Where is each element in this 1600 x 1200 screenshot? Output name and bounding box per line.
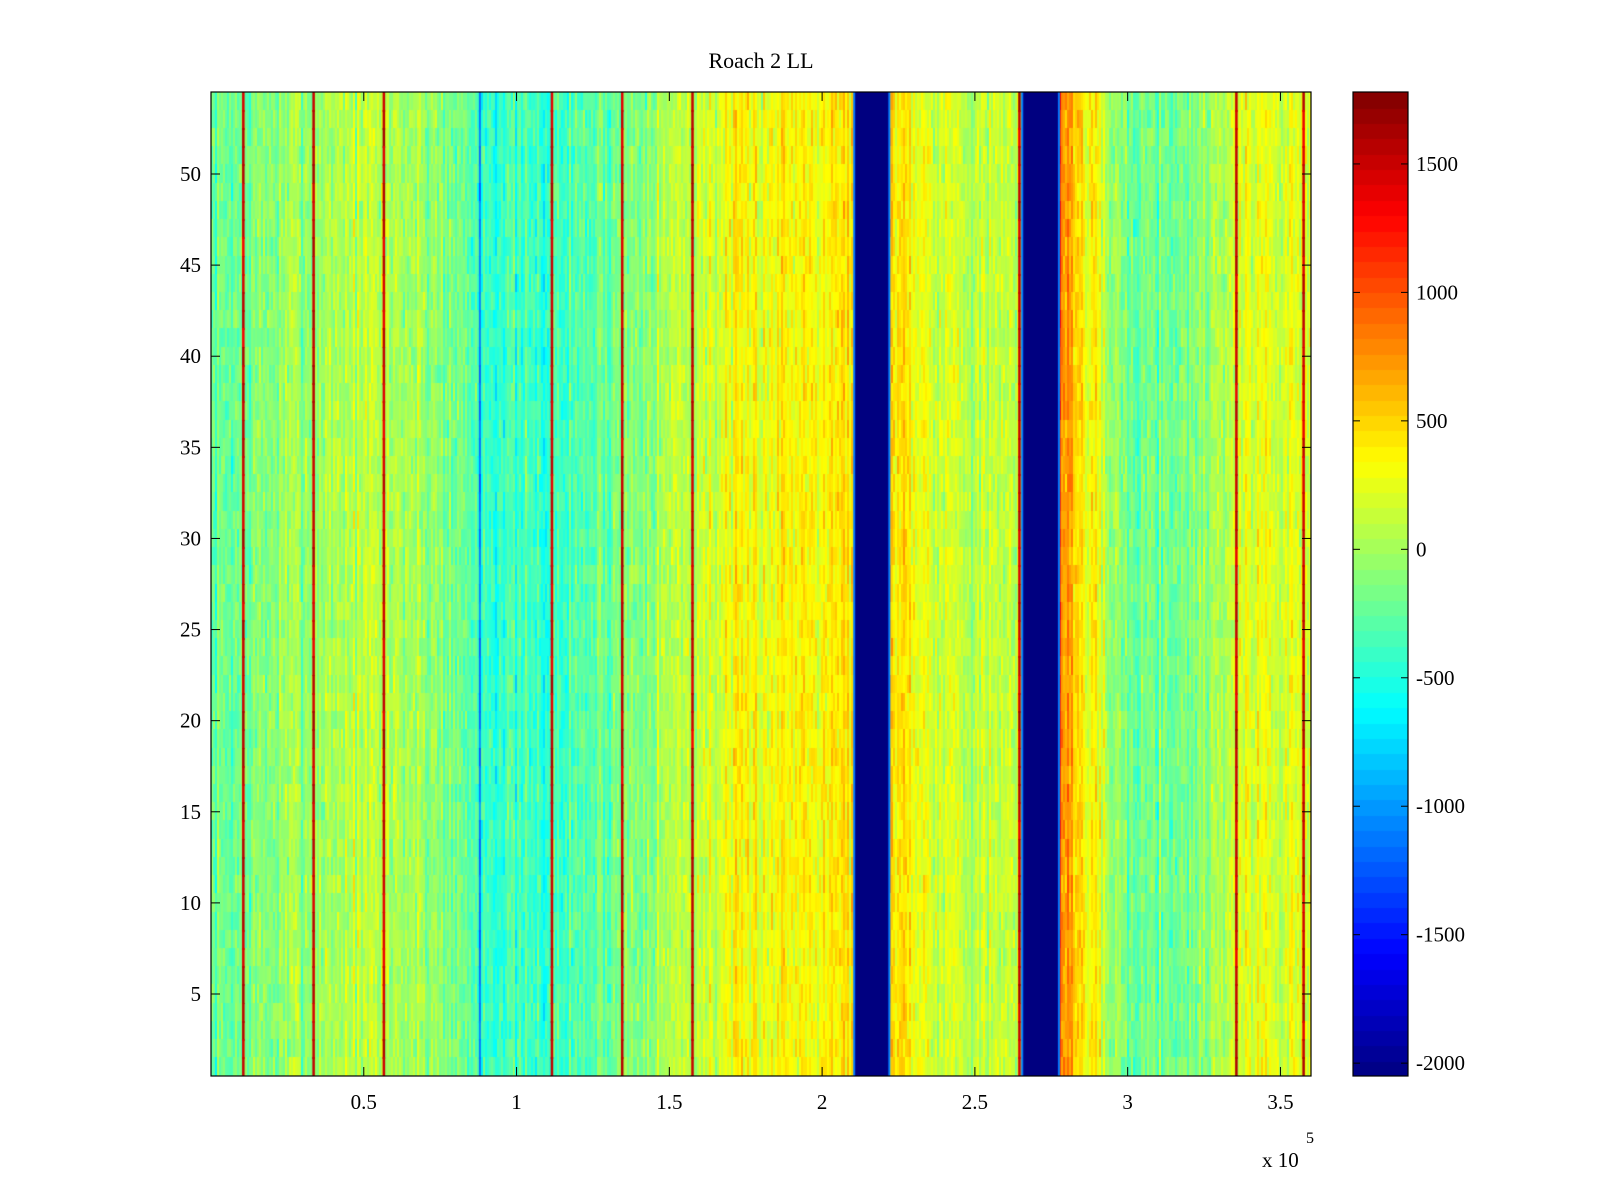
y-tick-label: 20 <box>180 709 201 733</box>
x-axis-multiplier-exponent: 5 <box>1306 1130 1314 1147</box>
y-tick-label: 30 <box>180 526 201 550</box>
x-tick-label: 0.5 <box>351 1090 377 1114</box>
y-tick-label: 10 <box>180 891 201 915</box>
y-tick-label: 25 <box>180 618 201 642</box>
x-tick-label: 3 <box>1122 1090 1133 1114</box>
x-axis-multiplier: x 10 <box>1262 1148 1299 1172</box>
heatmap-axes-frame <box>210 91 1312 1077</box>
y-tick-label: 50 <box>180 162 201 186</box>
colorbar-tick-label: 0 <box>1416 537 1427 561</box>
colorbar-gradient <box>1353 92 1408 1076</box>
colorbar-tick-label: -500 <box>1416 666 1455 690</box>
colorbar-tick-label: -2000 <box>1416 1051 1465 1075</box>
x-tick-label: 2.5 <box>962 1090 988 1114</box>
colorbar-tick-label: 1000 <box>1416 280 1458 304</box>
y-tick-label: 35 <box>180 435 201 459</box>
y-tick-label: 40 <box>180 344 201 368</box>
x-tick-label: 2 <box>817 1090 828 1114</box>
y-tick-label: 5 <box>191 982 202 1006</box>
x-tick-label: 1 <box>511 1090 522 1114</box>
colorbar-tick-label: 500 <box>1416 409 1448 433</box>
heatmap-image <box>211 92 1311 1076</box>
colorbar-tick-label: -1000 <box>1416 794 1465 818</box>
colorbar-tick-label: 1500 <box>1416 152 1458 176</box>
x-tick-label: 3.5 <box>1267 1090 1293 1114</box>
y-tick-label: 15 <box>180 800 201 824</box>
x-axis: 0.5 1 1.5 2 2.5 3 3.5 <box>351 92 1294 1114</box>
chart-title: Roach 2 LL <box>708 48 813 73</box>
y-axis: 5 10 15 20 25 30 35 40 45 50 <box>180 162 1311 1006</box>
colorbar-tick-label: -1500 <box>1416 923 1465 947</box>
colorbar-axis: 1500 1000 500 0 -500 -1000 -1500 -2000 <box>1353 152 1465 1075</box>
x-tick-label: 1.5 <box>656 1090 682 1114</box>
colorbar-frame <box>1352 91 1409 1077</box>
y-tick-label: 45 <box>180 253 201 277</box>
